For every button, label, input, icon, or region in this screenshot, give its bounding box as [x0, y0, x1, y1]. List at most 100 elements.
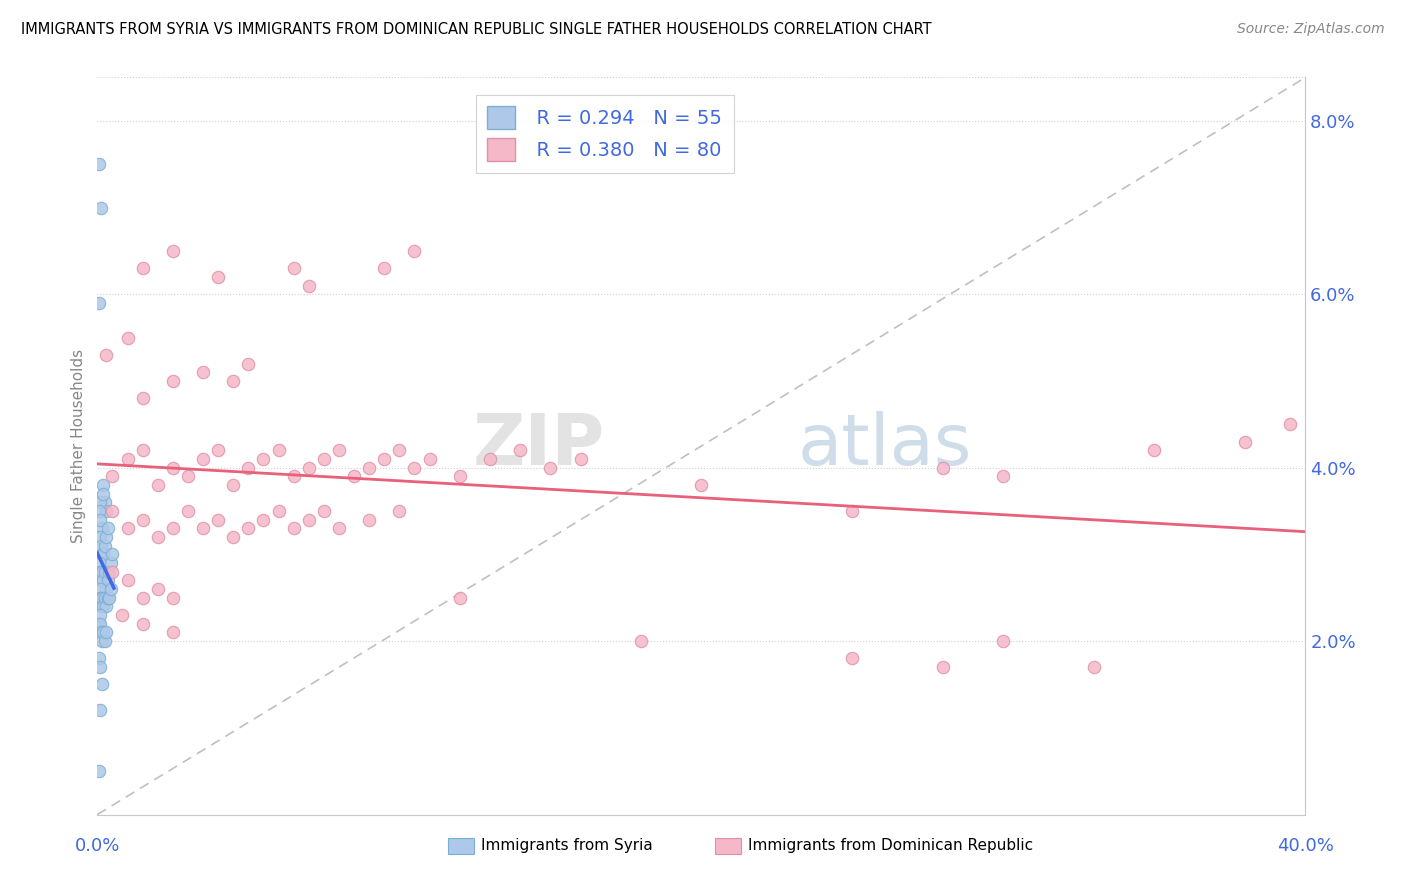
Point — [162, 521, 184, 535]
Point — [146, 582, 169, 596]
Point — [252, 513, 274, 527]
Point — [90, 599, 112, 614]
Point — [222, 478, 245, 492]
Point — [97, 591, 120, 605]
Point — [207, 443, 229, 458]
Point — [146, 478, 169, 492]
Point — [388, 504, 411, 518]
Point — [841, 504, 863, 518]
Point — [96, 599, 118, 614]
Point — [267, 504, 290, 518]
Point — [238, 357, 260, 371]
Point — [87, 504, 110, 518]
Point — [89, 591, 111, 605]
Text: Immigrants from Dominican Republic: Immigrants from Dominican Republic — [748, 838, 1033, 854]
Point — [932, 660, 955, 674]
Point — [98, 591, 121, 605]
Point — [162, 374, 184, 388]
Point — [283, 261, 305, 276]
Point — [1083, 660, 1105, 674]
Point — [89, 530, 111, 544]
Point — [328, 521, 350, 535]
Point — [359, 513, 381, 527]
Point — [93, 478, 115, 492]
Point — [96, 530, 118, 544]
Point — [283, 521, 305, 535]
Point — [93, 625, 115, 640]
Point — [162, 591, 184, 605]
Point — [117, 452, 139, 467]
Point — [312, 452, 335, 467]
Point — [87, 157, 110, 171]
Point — [388, 443, 411, 458]
Point — [117, 521, 139, 535]
Point — [131, 261, 153, 276]
Y-axis label: Single Father Households: Single Father Households — [72, 349, 86, 543]
Point — [100, 556, 122, 570]
Point — [87, 651, 110, 665]
Point — [404, 460, 426, 475]
Point — [93, 599, 115, 614]
Point — [93, 574, 115, 588]
Point — [932, 460, 955, 475]
Point — [89, 513, 111, 527]
Text: IMMIGRANTS FROM SYRIA VS IMMIGRANTS FROM DOMINICAN REPUBLIC SINGLE FATHER HOUSEH: IMMIGRANTS FROM SYRIA VS IMMIGRANTS FROM… — [21, 22, 932, 37]
Point — [207, 513, 229, 527]
Point — [131, 443, 153, 458]
Point — [131, 392, 153, 406]
Point — [96, 625, 118, 640]
Point — [509, 443, 531, 458]
Point — [162, 244, 184, 258]
Text: 0.0%: 0.0% — [75, 837, 120, 855]
Point — [690, 478, 713, 492]
Point — [993, 634, 1015, 648]
Point — [89, 556, 111, 570]
Point — [131, 513, 153, 527]
Point — [191, 452, 214, 467]
Point — [117, 574, 139, 588]
Point — [252, 452, 274, 467]
Point — [298, 460, 321, 475]
Point — [146, 530, 169, 544]
Point — [87, 565, 110, 579]
Point — [97, 574, 120, 588]
Point — [90, 677, 112, 691]
Text: Source: ZipAtlas.com: Source: ZipAtlas.com — [1237, 22, 1385, 37]
Point — [841, 651, 863, 665]
Point — [93, 486, 115, 500]
Point — [162, 625, 184, 640]
Point — [89, 608, 111, 623]
Point — [993, 469, 1015, 483]
Point — [222, 530, 245, 544]
Text: atlas: atlas — [799, 411, 973, 481]
Point — [238, 460, 260, 475]
Point — [94, 495, 117, 509]
Text: Immigrants from Syria: Immigrants from Syria — [481, 838, 652, 854]
Point — [267, 443, 290, 458]
Point — [94, 565, 117, 579]
Point — [101, 565, 124, 579]
Point — [100, 582, 122, 596]
Point — [222, 374, 245, 388]
Point — [478, 452, 501, 467]
Point — [89, 582, 111, 596]
Point — [96, 504, 118, 518]
Point — [162, 460, 184, 475]
Point — [89, 660, 111, 674]
Point — [131, 591, 153, 605]
Point — [630, 634, 652, 648]
Point — [90, 521, 112, 535]
Point — [283, 469, 305, 483]
Point — [449, 469, 471, 483]
Point — [87, 764, 110, 779]
Point — [312, 504, 335, 518]
Point — [328, 443, 350, 458]
Point — [90, 565, 112, 579]
Point — [87, 616, 110, 631]
Point — [89, 565, 111, 579]
Point — [1279, 417, 1302, 432]
Point — [569, 452, 592, 467]
Point — [90, 634, 112, 648]
Point — [238, 521, 260, 535]
Point — [90, 548, 112, 562]
